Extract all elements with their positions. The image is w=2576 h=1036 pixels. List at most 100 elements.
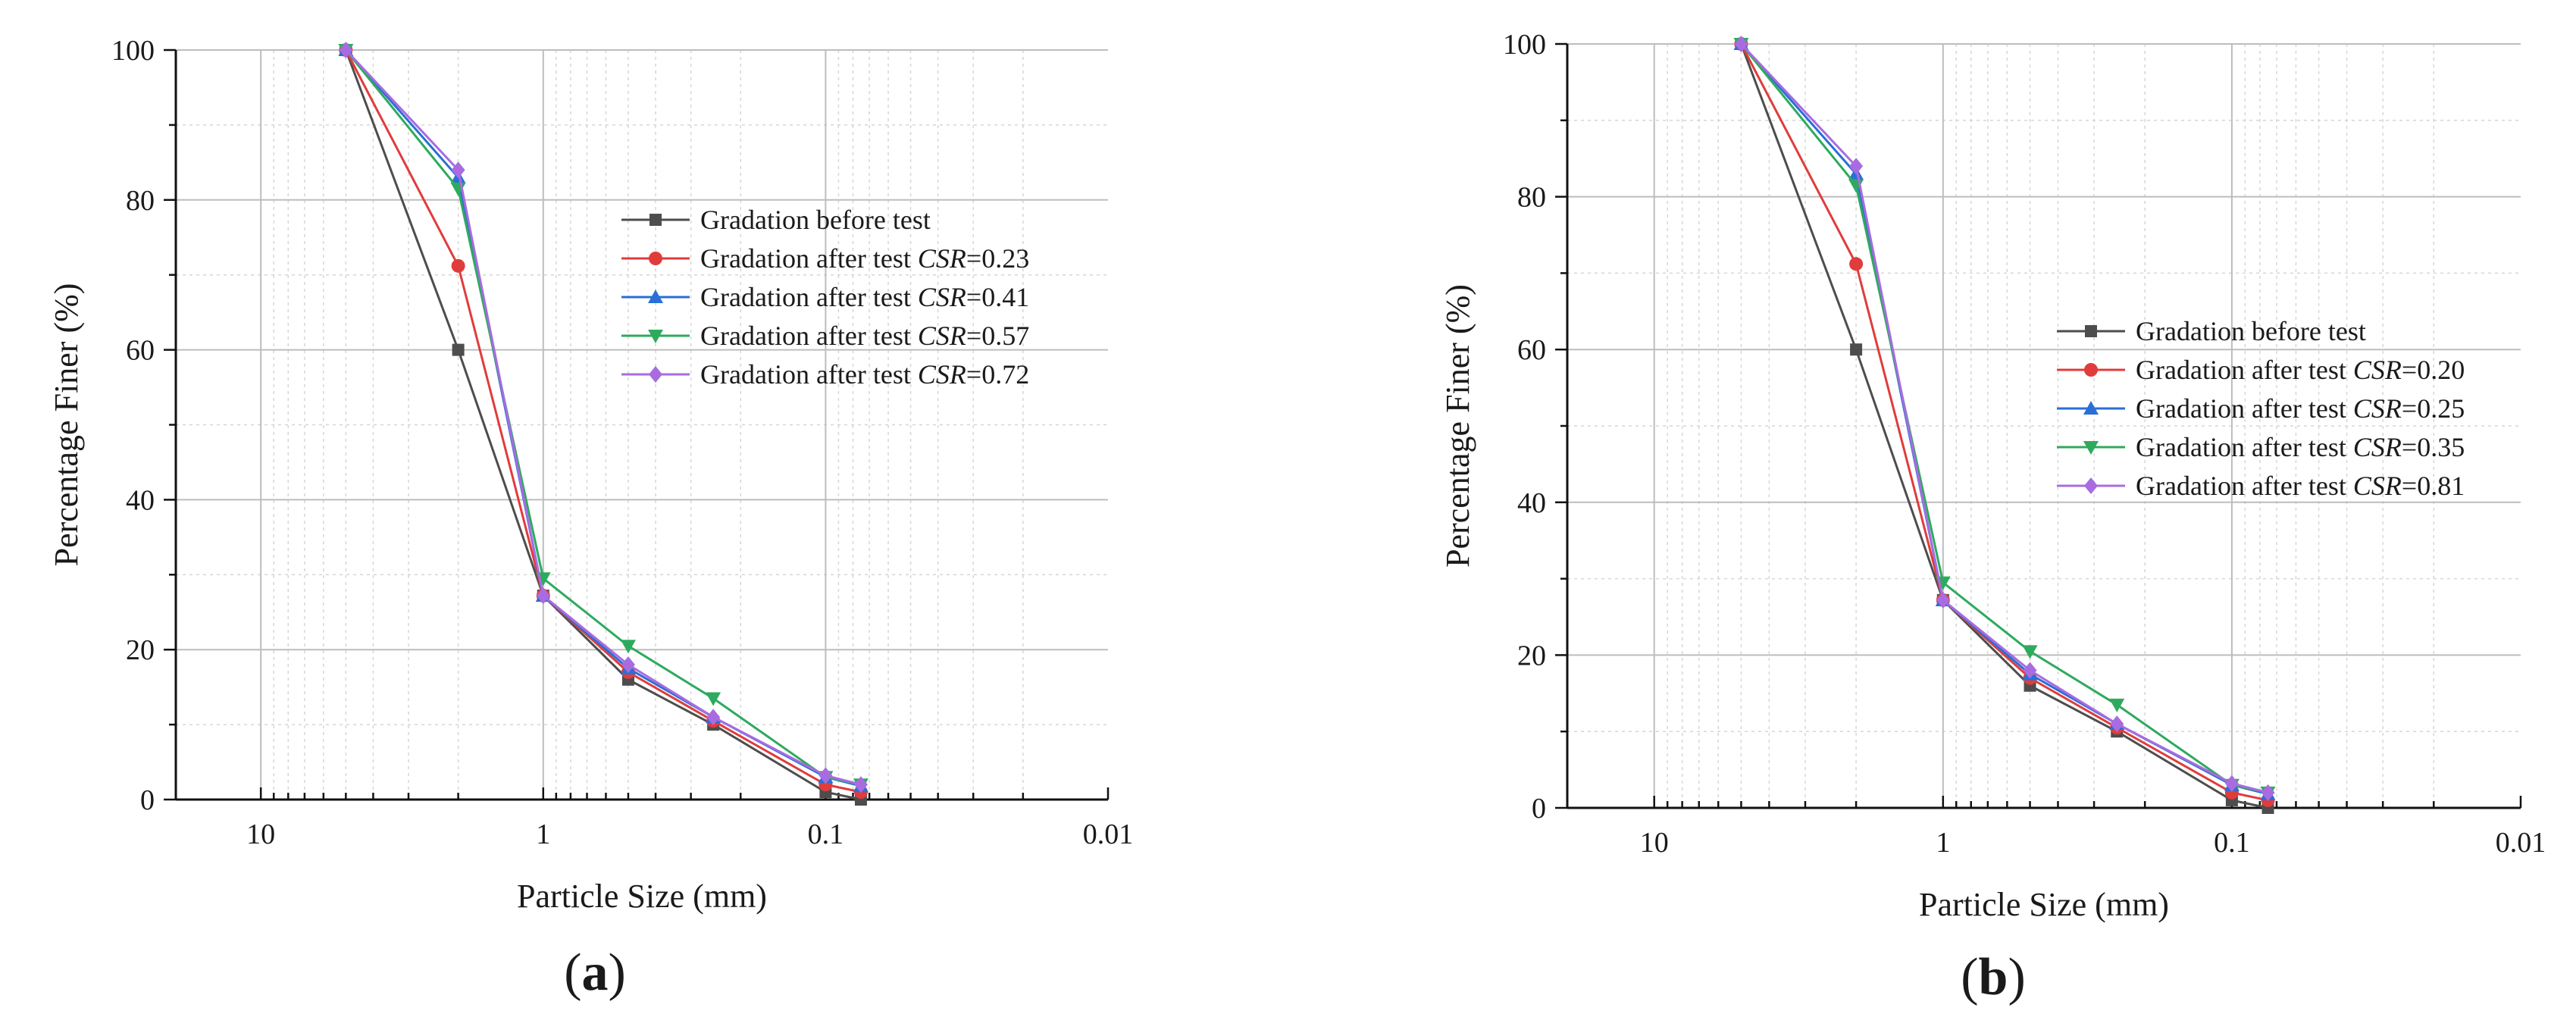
y-tick-label: 60 (1517, 334, 1546, 366)
panel-label-open: ( (1961, 948, 1978, 1006)
panel-label-letter: a (582, 944, 609, 1002)
legend-item: Gradation before test (621, 205, 931, 235)
legend-label-prefix: Gradation after test (700, 282, 918, 312)
legend-swatch-marker (649, 214, 662, 226)
y-tick-label: 40 (126, 484, 155, 516)
legend-label-csr-value: =0.41 (966, 282, 1029, 312)
data-point (1936, 591, 1950, 609)
legend-label-prefix: Gradation after test (2136, 355, 2353, 385)
minor-grid (1567, 44, 2521, 808)
x-tick-label: 0.1 (808, 818, 844, 850)
data-point (2224, 775, 2239, 792)
legend-item: Gradation before test (2057, 316, 2366, 346)
series-2 (339, 43, 868, 800)
y-tick-label: 0 (140, 784, 155, 816)
legend-swatch-marker (649, 366, 662, 383)
data-point (1734, 36, 1748, 52)
legend-label-prefix: Gradation before test (2136, 316, 2366, 346)
data-point (536, 587, 550, 604)
legend-label-prefix: Gradation after test (700, 359, 918, 390)
series-5 (1734, 36, 2275, 801)
data-point (621, 656, 635, 673)
legend-label-csr-value: =0.81 (2402, 471, 2465, 501)
panel-label-open: ( (564, 944, 581, 1002)
data-point (2023, 662, 2037, 679)
y-tick-label: 0 (1532, 793, 1546, 825)
x-tick-label: 10 (246, 818, 275, 850)
legend-label: Gradation before test (2136, 316, 2366, 346)
series-line (345, 49, 862, 786)
legend-label-prefix: Gradation after test (2136, 393, 2353, 424)
data-point (451, 258, 465, 273)
legend-label-csr: CSR (2353, 471, 2402, 501)
data-point (1850, 343, 1863, 356)
legend-item: Gradation after test CSR=0.41 (621, 282, 1029, 312)
series-3 (338, 42, 869, 793)
legend-label: Gradation after test CSR=0.41 (700, 282, 1029, 312)
legend-swatch-marker (2083, 401, 2099, 415)
legend-label-prefix: Gradation after test (700, 243, 918, 274)
y-tick-label: 40 (1517, 487, 1546, 519)
legend-swatch-marker (2083, 441, 2099, 455)
legend-label-csr-value: =0.20 (2402, 355, 2465, 385)
y-tick-label: 100 (1503, 29, 1546, 61)
legend-label-csr: CSR (2353, 393, 2402, 424)
legend: Gradation before test Gradation after tes… (621, 205, 1029, 390)
major-grid (176, 49, 1108, 800)
data-point (706, 692, 721, 706)
legend-label-csr-value: =0.72 (966, 359, 1029, 390)
x-axis-title: Particle Size (mm) (517, 878, 767, 915)
series-4 (338, 44, 869, 793)
data-point (2261, 784, 2275, 801)
data-point (451, 161, 465, 179)
legend-swatch-marker (648, 290, 663, 303)
panel-label-close: ) (609, 944, 626, 1002)
x-tick-label: 0.1 (2214, 827, 2250, 859)
series-5 (339, 42, 868, 793)
series-line (345, 49, 862, 786)
y-tick-label: 20 (1517, 640, 1546, 671)
legend-swatch-marker (2084, 477, 2098, 494)
data-point (818, 767, 833, 784)
major-grid (1567, 43, 2521, 808)
data-point (2110, 715, 2124, 733)
legend-label-prefix: Gradation after test (700, 321, 918, 351)
legend-label-prefix: Gradation after test (2136, 432, 2353, 462)
legend-item: Gradation after test CSR=0.35 (2057, 432, 2465, 462)
y-axis-title: Percentage Finer (%) (48, 283, 85, 567)
legend-label-csr-value: =0.57 (966, 321, 1029, 351)
legend-swatch-marker (2085, 325, 2097, 337)
legend-label-csr-value: =0.23 (966, 243, 1029, 274)
y-tick-label: 60 (126, 335, 155, 367)
legend-label: Gradation after test CSR=0.20 (2136, 355, 2465, 385)
legend-label: Gradation after test CSR=0.81 (2136, 471, 2465, 501)
legend-item: Gradation after test CSR=0.20 (2057, 355, 2465, 385)
series-line (345, 49, 862, 793)
data-point (853, 776, 868, 793)
x-tick-label: 0.01 (1083, 818, 1134, 850)
y-tick-label: 80 (1517, 182, 1546, 214)
legend-label: Gradation before test (700, 205, 931, 235)
legend-item: Gradation after test CSR=0.57 (621, 321, 1029, 351)
x-tick-label: 0.01 (2496, 827, 2546, 859)
data-point (2022, 645, 2038, 659)
x-tick-label: 1 (1936, 827, 1950, 859)
legend-item: Gradation after test CSR=0.81 (2057, 471, 2465, 501)
legend-swatch-marker (648, 330, 663, 343)
x-tick-label: 10 (1640, 827, 1669, 859)
legend-label-csr: CSR (918, 321, 966, 351)
y-tick-label: 20 (126, 634, 155, 666)
data-point (706, 709, 721, 726)
legend-item: Gradation after test CSR=0.72 (621, 359, 1029, 390)
data-point (1849, 158, 1864, 175)
x-tick-label: 1 (536, 818, 550, 850)
legend-label-csr: CSR (918, 282, 966, 312)
legend-swatch-marker (2084, 363, 2098, 377)
legend-label-csr: CSR (918, 359, 966, 390)
data-point (2109, 698, 2125, 712)
panel-label-close: ) (2008, 948, 2025, 1006)
x-axis-title: Particle Size (mm) (1919, 886, 2169, 923)
legend-label-csr: CSR (918, 243, 966, 274)
series-line (345, 49, 862, 787)
